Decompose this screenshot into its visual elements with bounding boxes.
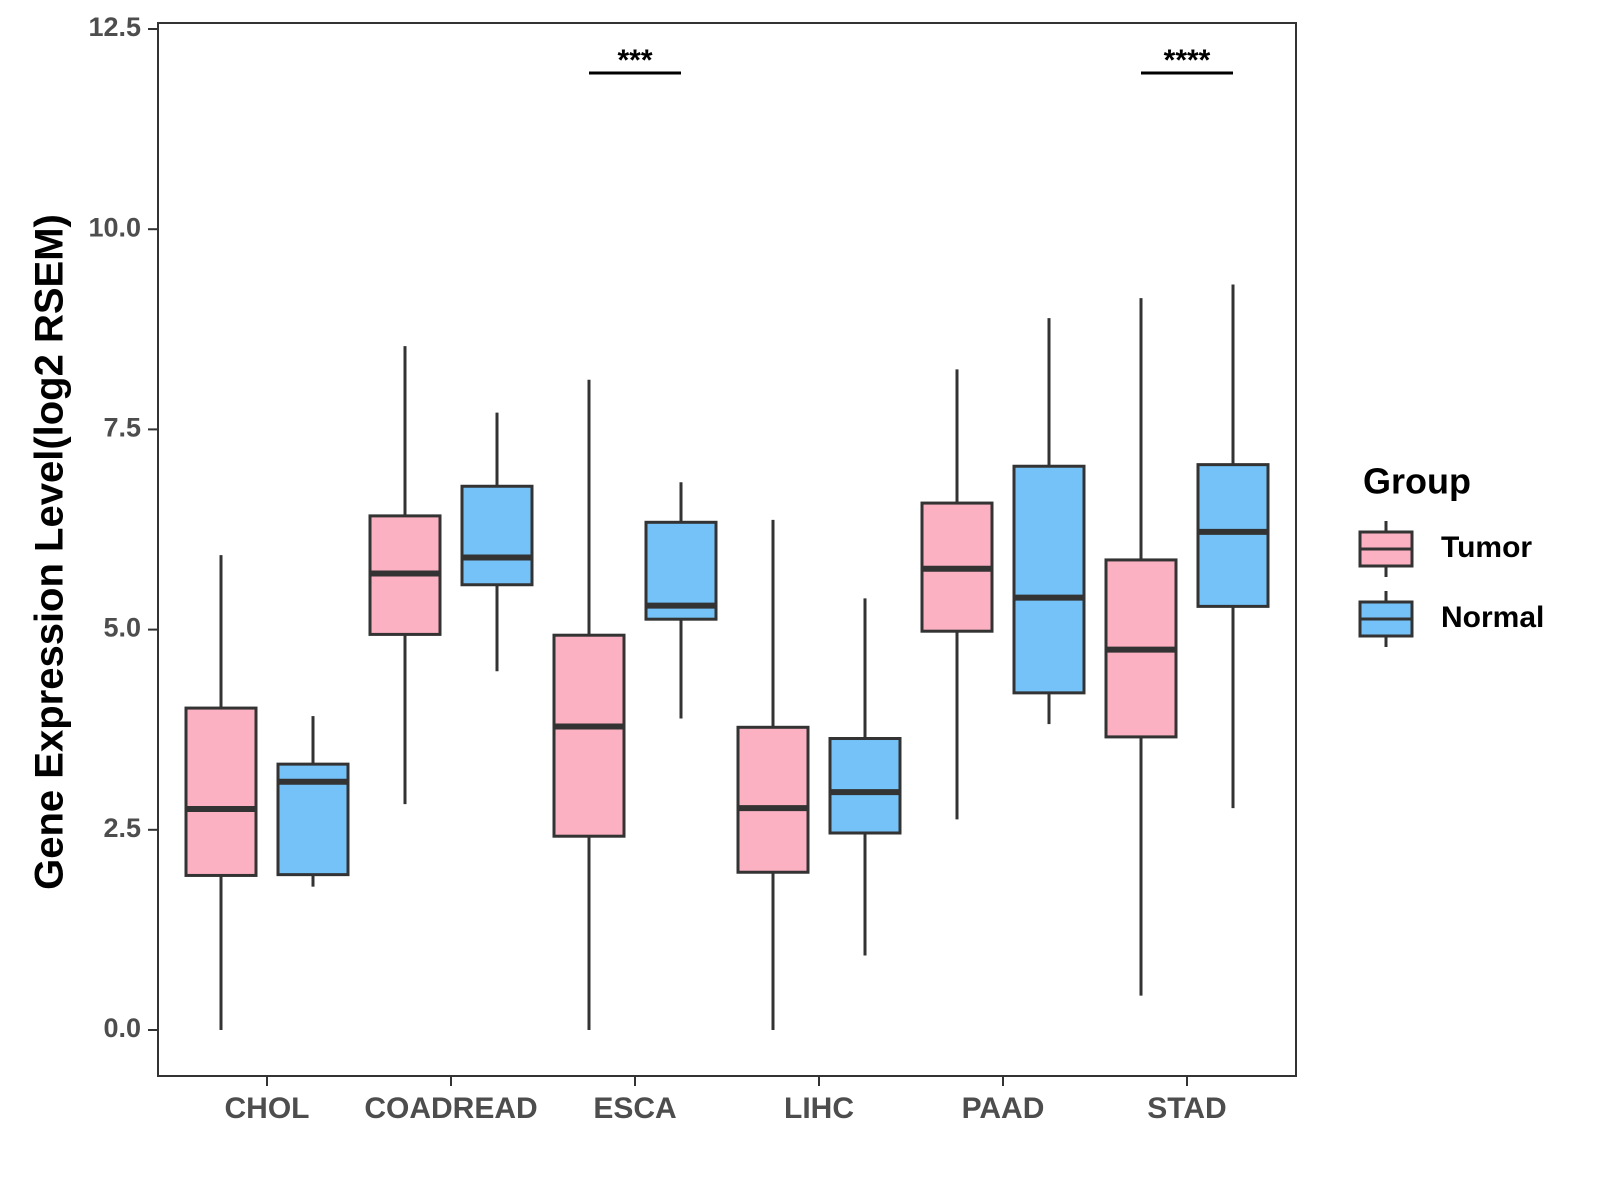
legend-label: Normal: [1441, 601, 1544, 634]
legend-label: Tumor: [1441, 531, 1532, 564]
y-tick-label: 7.5: [103, 413, 141, 443]
box-body: [1196, 463, 1270, 608]
y-tick-label: 5.0: [103, 613, 141, 643]
box-tumor-chol: [184, 555, 258, 1030]
y-axis: 0.0 2.5 5.0 7.5 10.0 12.5: [88, 12, 158, 1043]
box-tumor-esca: [552, 379, 626, 1030]
x-tick-label: LIHC: [784, 1092, 854, 1125]
box-normal-chol: [276, 716, 350, 887]
box-normal-stad: [1196, 284, 1270, 809]
box-series-layer: [184, 284, 1270, 1030]
significance-label: ***: [617, 44, 652, 77]
y-tick-label: 12.5: [88, 12, 141, 42]
y-tick-label: 2.5: [103, 813, 141, 843]
x-tick-label: CHOL: [225, 1092, 310, 1125]
significance-annotations: *** ****: [589, 44, 1233, 77]
box-body: [736, 725, 810, 874]
box-body: [552, 633, 626, 838]
legend: Group Tumor Normal: [1358, 461, 1544, 647]
box-body: [460, 484, 534, 587]
x-tick-label: COADREAD: [364, 1092, 537, 1125]
box-tumor-stad: [1104, 298, 1178, 996]
x-tick-label: STAD: [1147, 1092, 1226, 1125]
x-tick-label: PAAD: [962, 1092, 1045, 1125]
legend-entry-tumor: Tumor: [1358, 521, 1532, 577]
box-body: [828, 737, 902, 835]
box-normal-coadread: [460, 412, 534, 672]
box-normal-lihc: [828, 598, 902, 956]
x-tick-label: ESCA: [593, 1092, 676, 1125]
box-body: [1012, 464, 1086, 695]
plot-panel-border: [157, 22, 1297, 1077]
y-axis-label: Gene Expression Level(log2 RSEM): [28, 214, 72, 890]
x-axis: CHOL COADREAD ESCA LIHC PAAD STAD: [225, 1076, 1227, 1125]
box-tumor-paad: [920, 369, 994, 820]
box-tumor-coadread: [368, 346, 442, 805]
significance-label: ****: [1164, 44, 1211, 77]
box-normal-esca: [644, 482, 718, 719]
box-tumor-lihc: [736, 519, 810, 1030]
y-tick-label: 0.0: [103, 1013, 141, 1043]
legend-entry-normal: Normal: [1358, 591, 1544, 647]
y-tick-label: 10.0: [88, 212, 141, 242]
box-body: [184, 706, 258, 877]
box-normal-paad: [1012, 318, 1086, 725]
legend-title: Group: [1363, 461, 1471, 502]
